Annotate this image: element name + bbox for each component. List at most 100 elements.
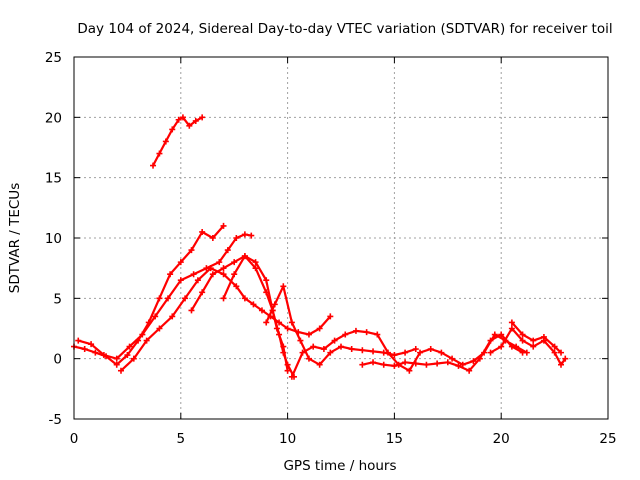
data-point [370, 348, 377, 355]
data-point [391, 352, 398, 359]
series-line [222, 255, 289, 372]
x-tick-label: 0 [70, 431, 79, 447]
y-tick-label: 25 [45, 50, 62, 66]
data-point [487, 349, 494, 356]
data-point [402, 349, 409, 356]
series-line [190, 255, 296, 378]
data-point [380, 361, 387, 368]
data-point [412, 346, 419, 353]
data-point [167, 271, 174, 278]
data-point [177, 259, 184, 266]
data-point [508, 325, 515, 332]
data-point [175, 116, 182, 123]
data-point [384, 349, 391, 356]
data-point [455, 362, 462, 369]
series-track-9 [359, 331, 526, 374]
data-point [220, 222, 227, 229]
data-point [551, 349, 558, 356]
chart-title: Day 104 of 2024, Sidereal Day-to-day VTE… [77, 21, 612, 37]
data-point [241, 295, 248, 302]
series-track-3 [75, 231, 255, 362]
data-point [194, 277, 201, 284]
data-point [113, 355, 120, 362]
data-point [177, 277, 184, 284]
data-point [551, 343, 558, 350]
y-tick-label: 20 [45, 110, 62, 126]
data-point [124, 352, 131, 359]
data-point [75, 337, 82, 344]
data-point [113, 361, 120, 368]
data-point [508, 343, 515, 350]
data-point [207, 265, 214, 272]
series-track-5 [188, 253, 298, 380]
data-point [220, 271, 227, 278]
data-point [209, 235, 216, 241]
data-point [220, 265, 227, 272]
series-track-2 [71, 222, 227, 368]
data-point [348, 346, 355, 353]
data-point [297, 337, 304, 344]
data-point [280, 283, 287, 290]
data-point [519, 337, 526, 344]
data-point [199, 289, 206, 296]
data-point [299, 349, 306, 356]
data-point [186, 122, 193, 129]
data-point [220, 295, 227, 302]
data-point [252, 265, 259, 272]
data-point [162, 138, 169, 145]
data-point [258, 307, 265, 314]
y-axis-label: SDTVAR / TECUs [7, 183, 23, 293]
series-track-1 [150, 114, 206, 169]
data-point [316, 325, 323, 332]
data-point [288, 319, 295, 326]
grid [74, 57, 608, 419]
data-point [126, 343, 133, 350]
y-tick-label: 0 [53, 352, 62, 368]
data-point [190, 271, 197, 278]
data-point [152, 313, 159, 320]
data-point [182, 295, 189, 302]
data-point [276, 319, 283, 326]
data-point [117, 367, 124, 374]
data-point [199, 228, 206, 235]
data-point [164, 295, 171, 302]
data-point [252, 259, 259, 266]
data-point [284, 325, 291, 332]
data-point [263, 277, 270, 284]
data-point [434, 360, 441, 367]
data-point [370, 359, 377, 366]
data-point [498, 343, 505, 350]
data-point [342, 331, 349, 338]
data-point [391, 362, 398, 369]
data-point [327, 313, 334, 320]
data-point [271, 301, 278, 308]
data-point [209, 271, 216, 278]
data-point [530, 337, 537, 344]
data-point [519, 349, 526, 356]
x-tick-label: 5 [177, 431, 186, 447]
data-point [263, 319, 270, 326]
data-point [540, 333, 547, 340]
x-tick-label: 10 [279, 431, 296, 447]
data-point [156, 325, 163, 332]
series-track-11 [508, 319, 565, 356]
series-track-6 [220, 253, 291, 374]
data-point [280, 343, 287, 350]
data-point [558, 349, 565, 356]
data-point [81, 346, 88, 353]
series-line [151, 116, 204, 167]
data-point [562, 355, 569, 362]
data-point [305, 331, 312, 338]
data-point [449, 355, 456, 362]
data-point [288, 373, 295, 380]
series-track-10 [487, 325, 569, 368]
data-point [519, 331, 526, 338]
data-point [224, 247, 231, 254]
data-point [192, 117, 199, 124]
data-point [508, 319, 515, 326]
data-point [150, 162, 157, 169]
data-point [359, 347, 366, 354]
y-tick-label: -5 [49, 412, 62, 428]
data-point [305, 355, 312, 362]
data-point [156, 295, 163, 302]
